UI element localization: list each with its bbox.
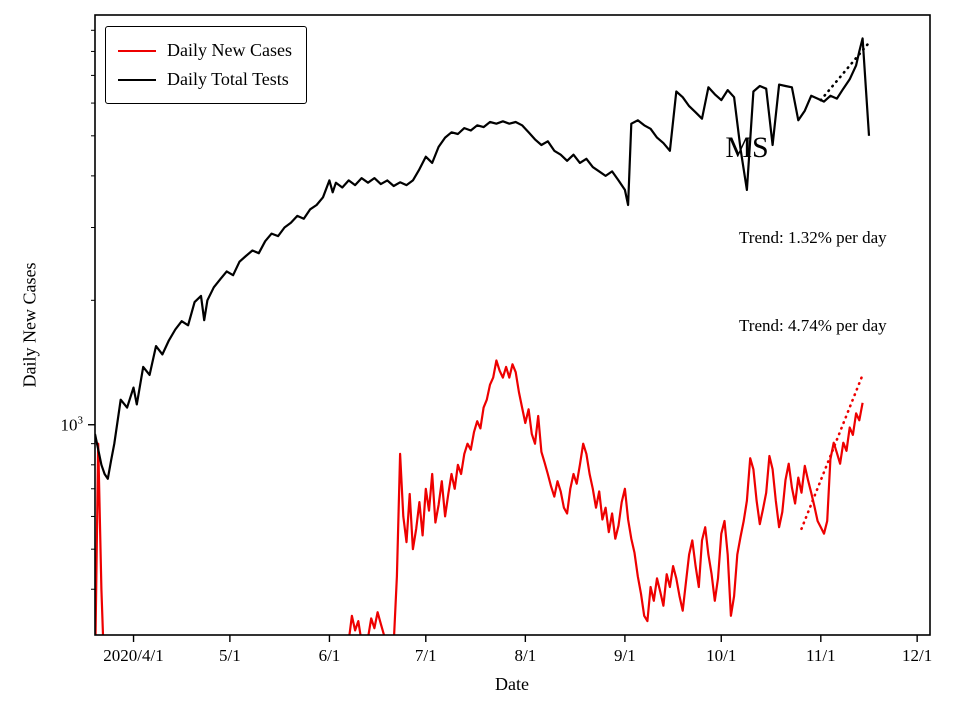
- state-annotation: MS: [725, 131, 769, 164]
- x-tick-label: 2020/4/1: [103, 646, 164, 665]
- x-tick-label: 12/1: [902, 646, 933, 665]
- legend-line-black: [118, 78, 156, 81]
- x-tick-label: 7/1: [414, 646, 437, 665]
- y-axis-label: Daily New Cases: [19, 262, 40, 388]
- legend-label: Daily Total Tests: [167, 69, 289, 89]
- trend-cases-annotation: Trend: 4.74% per day: [739, 316, 887, 335]
- legend-label: Daily New Cases: [167, 40, 292, 60]
- legend: Daily New Cases Daily Total Tests: [105, 26, 307, 104]
- legend-line-red: [118, 49, 156, 52]
- y-tick-label: 103: [60, 414, 84, 435]
- x-tick-label: 8/1: [514, 646, 537, 665]
- trend-tests-annotation: Trend: 1.32% per day: [739, 228, 887, 247]
- x-tick-label: 11/1: [806, 646, 836, 665]
- x-tick-label: 9/1: [614, 646, 636, 665]
- x-tick-label: 6/1: [318, 646, 341, 665]
- x-tick-label: 5/1: [219, 646, 241, 665]
- legend-item-daily-total-tests: Daily Total Tests: [118, 65, 292, 94]
- x-axis-label: Date: [495, 674, 529, 694]
- x-tick-label: 10/1: [706, 646, 737, 665]
- legend-item-daily-new-cases: Daily New Cases: [118, 36, 292, 65]
